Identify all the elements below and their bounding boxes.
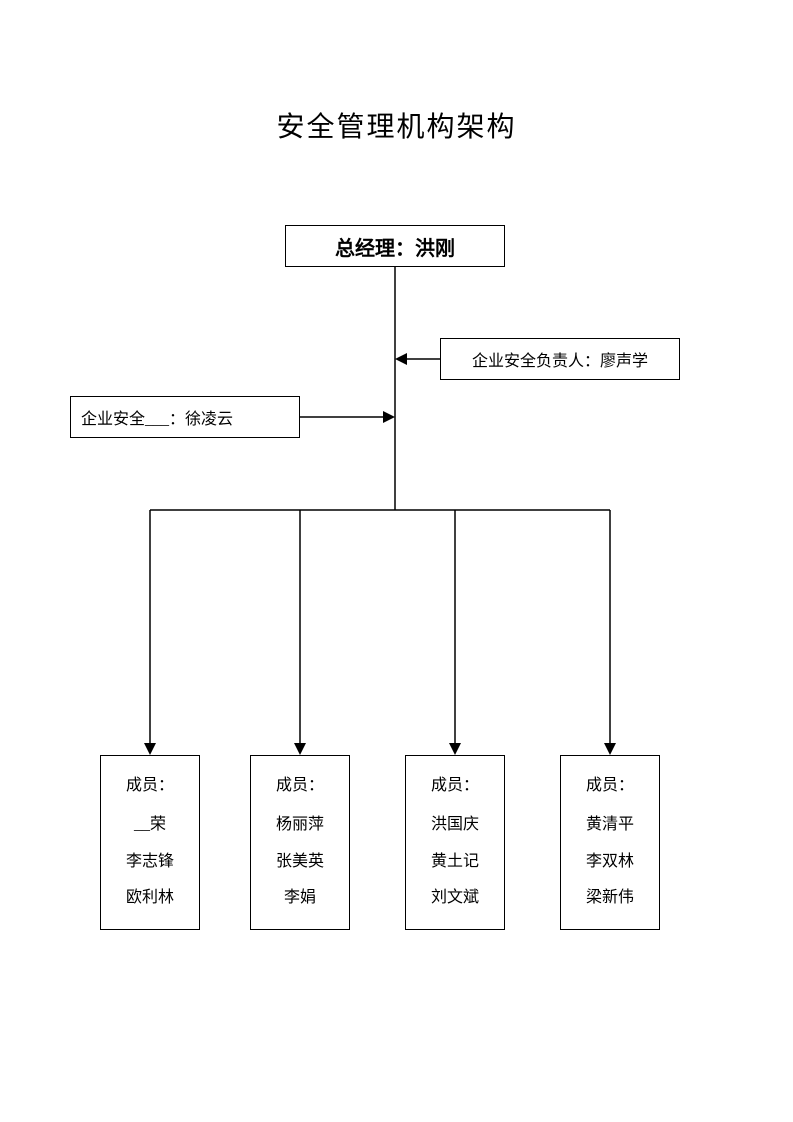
general-manager-box: 总经理：洪刚	[285, 225, 505, 267]
member-name: 欧利林	[126, 880, 174, 917]
member-name: 李双林	[586, 844, 634, 881]
member-name: 李志锋	[126, 844, 174, 881]
member-name: 刘文斌	[431, 880, 479, 917]
member-name: 黄清平	[586, 807, 634, 844]
member-label: 成员：	[431, 768, 479, 805]
member-group-4: 成员： 黄清平 李双林 梁新伟	[560, 755, 660, 930]
member-label: 成员：	[586, 768, 634, 805]
safety-staff-box: 企业安全___：徐凌云	[70, 396, 300, 438]
member-name: 梁新伟	[586, 880, 634, 917]
connector-lines	[0, 0, 793, 1122]
member-name: 杨丽萍	[276, 807, 324, 844]
member-label: 成员：	[276, 768, 324, 805]
general-manager-text: 总经理：洪刚	[335, 232, 455, 261]
member-name: 李娟	[284, 880, 316, 917]
member-group-1: 成员： __荣 李志锋 欧利林	[100, 755, 200, 930]
member-name: 张美英	[276, 844, 324, 881]
member-group-2: 成员： 杨丽萍 张美英 李娟	[250, 755, 350, 930]
member-group-3: 成员： 洪国庆 黄土记 刘文斌	[405, 755, 505, 930]
page-title: 安全管理机构架构	[0, 105, 793, 145]
member-name: 黄土记	[431, 844, 479, 881]
member-name: 洪国庆	[431, 807, 479, 844]
member-name: __荣	[134, 807, 166, 844]
member-label: 成员：	[126, 768, 174, 805]
safety-staff-text: 企业安全___：徐凌云	[81, 405, 233, 429]
safety-responsible-box: 企业安全负责人：廖声学	[440, 338, 680, 380]
safety-responsible-text: 企业安全负责人：廖声学	[472, 347, 648, 371]
